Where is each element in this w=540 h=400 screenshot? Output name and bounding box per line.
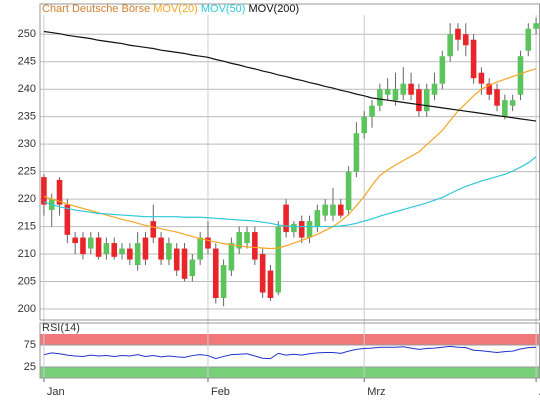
- candle-body: [275, 226, 282, 293]
- y-tick-label: 225: [18, 166, 36, 178]
- candle-body: [525, 28, 532, 51]
- y-tick-label: 235: [18, 111, 36, 123]
- candle-body: [212, 248, 219, 299]
- y-tick-label: 210: [18, 248, 36, 260]
- x-tick-label: Feb: [211, 386, 230, 398]
- candle-body: [283, 204, 289, 233]
- legend-entry: MOV(50): [201, 3, 246, 15]
- candle-body: [322, 204, 328, 216]
- candle-body: [384, 89, 391, 95]
- moving-average-line: [43, 68, 537, 250]
- y-tick-label: 205: [18, 275, 36, 287]
- candle-body: [377, 89, 383, 106]
- candle-body: [244, 232, 250, 244]
- y-tick-label: 250: [18, 28, 36, 40]
- candle-body: [205, 237, 211, 249]
- candle-body: [95, 237, 102, 257]
- candle-body: [494, 89, 500, 106]
- candle-body: [345, 171, 352, 211]
- candle-body: [197, 237, 203, 260]
- candle-body: [236, 232, 243, 249]
- candle-body: [502, 100, 508, 117]
- legend-entry: MOV(20): [153, 3, 198, 15]
- candle-body: [252, 232, 258, 260]
- rsi-line: [43, 345, 537, 360]
- candle-body: [150, 221, 157, 238]
- candle-body: [314, 210, 321, 227]
- candle-body: [337, 204, 344, 216]
- candle-body: [291, 223, 297, 233]
- x-tick-label: Jan: [47, 386, 65, 398]
- candle-body: [72, 237, 78, 244]
- candle-body: [166, 243, 172, 260]
- candle-body: [64, 204, 71, 235]
- rsi-band: [40, 334, 540, 345]
- candle-body: [400, 83, 407, 95]
- candle-body: [87, 237, 94, 249]
- rsi-title-bg: [40, 323, 77, 333]
- y-tick-label: 230: [18, 138, 36, 150]
- y-tick-label: 245: [18, 56, 36, 68]
- moving-average-line: [43, 30, 537, 122]
- legend-entry: MOV(200): [248, 3, 299, 15]
- candle-body: [478, 72, 485, 84]
- moving-average-line: [43, 156, 537, 228]
- candle-body: [119, 248, 125, 255]
- candle-body: [127, 248, 133, 260]
- candle-body: [361, 116, 368, 134]
- candle-body: [517, 56, 524, 95]
- candle-body: [369, 105, 375, 117]
- candle-body: [103, 243, 110, 255]
- candle-body: [423, 89, 430, 112]
- candle-body: [533, 23, 539, 29]
- candle-body: [80, 237, 86, 255]
- candle-body: [41, 177, 47, 205]
- y-tick-label: 240: [18, 83, 36, 95]
- rsi-title: RSI(14): [42, 322, 80, 334]
- candle-body: [353, 133, 360, 172]
- chart-title: Chart Deutsche Börse: [42, 3, 150, 15]
- y-tick-label: 200: [18, 303, 36, 315]
- candle-body: [462, 34, 469, 46]
- candle-body: [259, 254, 266, 293]
- candle-body: [447, 34, 453, 57]
- candle-body: [330, 204, 336, 216]
- candle-body: [439, 56, 446, 84]
- rsi-band: [40, 367, 540, 378]
- candle-body: [455, 28, 461, 40]
- candle-body: [392, 89, 399, 101]
- candle-body: [56, 179, 63, 205]
- candle-body: [189, 259, 196, 277]
- candle-body: [431, 83, 438, 95]
- y-tick-label: 25: [24, 361, 36, 373]
- candle-body: [416, 89, 422, 112]
- candle-body: [220, 265, 227, 299]
- y-tick-label: 220: [18, 193, 36, 205]
- candle-body: [470, 39, 477, 79]
- candle-body: [111, 243, 118, 257]
- candle-body: [173, 248, 180, 271]
- candle-body: [267, 270, 274, 299]
- candle-body: [509, 100, 516, 106]
- candle-body: [181, 248, 188, 279]
- candle-body: [408, 83, 414, 95]
- candle-body: [134, 243, 141, 266]
- candle-body: [486, 83, 493, 95]
- candle-body: [228, 243, 235, 271]
- candle-body: [142, 237, 149, 260]
- y-tick-label: 75: [24, 339, 36, 351]
- candle-body: [306, 221, 313, 238]
- y-tick-label: 215: [18, 220, 36, 232]
- candle-body: [158, 237, 164, 260]
- candle-body: [298, 221, 305, 238]
- x-tick-label: Mrz: [367, 386, 385, 398]
